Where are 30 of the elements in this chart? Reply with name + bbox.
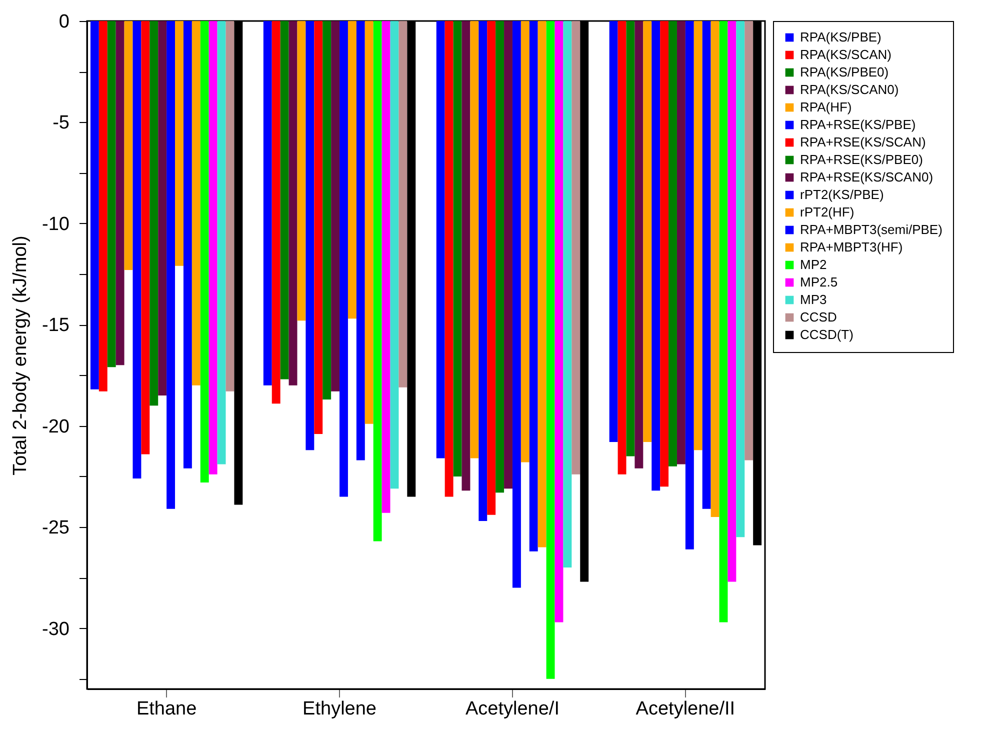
y-tick-label: -25	[42, 518, 70, 539]
legend-label: RPA+RSE(KS/SCAN)	[800, 134, 926, 150]
y-tick-label: -20	[42, 416, 70, 438]
y-axis-title: Total 2-body energy (kJ/mol)	[10, 236, 32, 476]
x-tick-label: Ethylene	[302, 698, 376, 720]
legend-label: RPA(HF)	[800, 100, 852, 114]
legend-label: MP2	[800, 257, 827, 272]
y-tick-label: 0	[58, 12, 70, 32]
legend-label: RPA(KS/SCAN)	[800, 47, 892, 62]
x-tick-label: Acetylene/II	[636, 698, 736, 720]
y-tick-label: -5	[52, 112, 70, 134]
y-tick-label: -15	[42, 315, 70, 336]
legend-label: rPT2(KS/PBE)	[800, 187, 884, 202]
x-tick-label: Ethane	[136, 698, 197, 720]
legend-label: CCSD(T)	[800, 327, 854, 342]
legend-label: RPA(KS/PBE0)	[800, 64, 889, 80]
legend-label: RPA(KS/SCAN0)	[800, 82, 899, 97]
y-tick-label: -30	[42, 618, 70, 640]
legend-label: RPA+RSE(KS/PBE)	[800, 117, 916, 132]
legend-label: RPA+RSE(KS/PBE0)	[800, 152, 923, 167]
x-tick-label: Acetylene/I	[465, 698, 560, 720]
y-tick-label: -10	[42, 214, 70, 235]
legend-label: RPA+RSE(KS/SCAN0)	[800, 170, 934, 184]
legend-label: MP2.5	[800, 274, 838, 290]
legend-label: RPA(KS/PBE)	[800, 30, 882, 44]
legend-label: RPA+MBPT3(semi/PBE)	[800, 222, 942, 237]
legend-label: RPA+MBPT3(HF)	[800, 240, 903, 254]
legend-label: rPT2(HF)	[800, 204, 854, 220]
legend-label: CCSD	[800, 310, 837, 324]
legend-label: MP3	[800, 292, 827, 307]
